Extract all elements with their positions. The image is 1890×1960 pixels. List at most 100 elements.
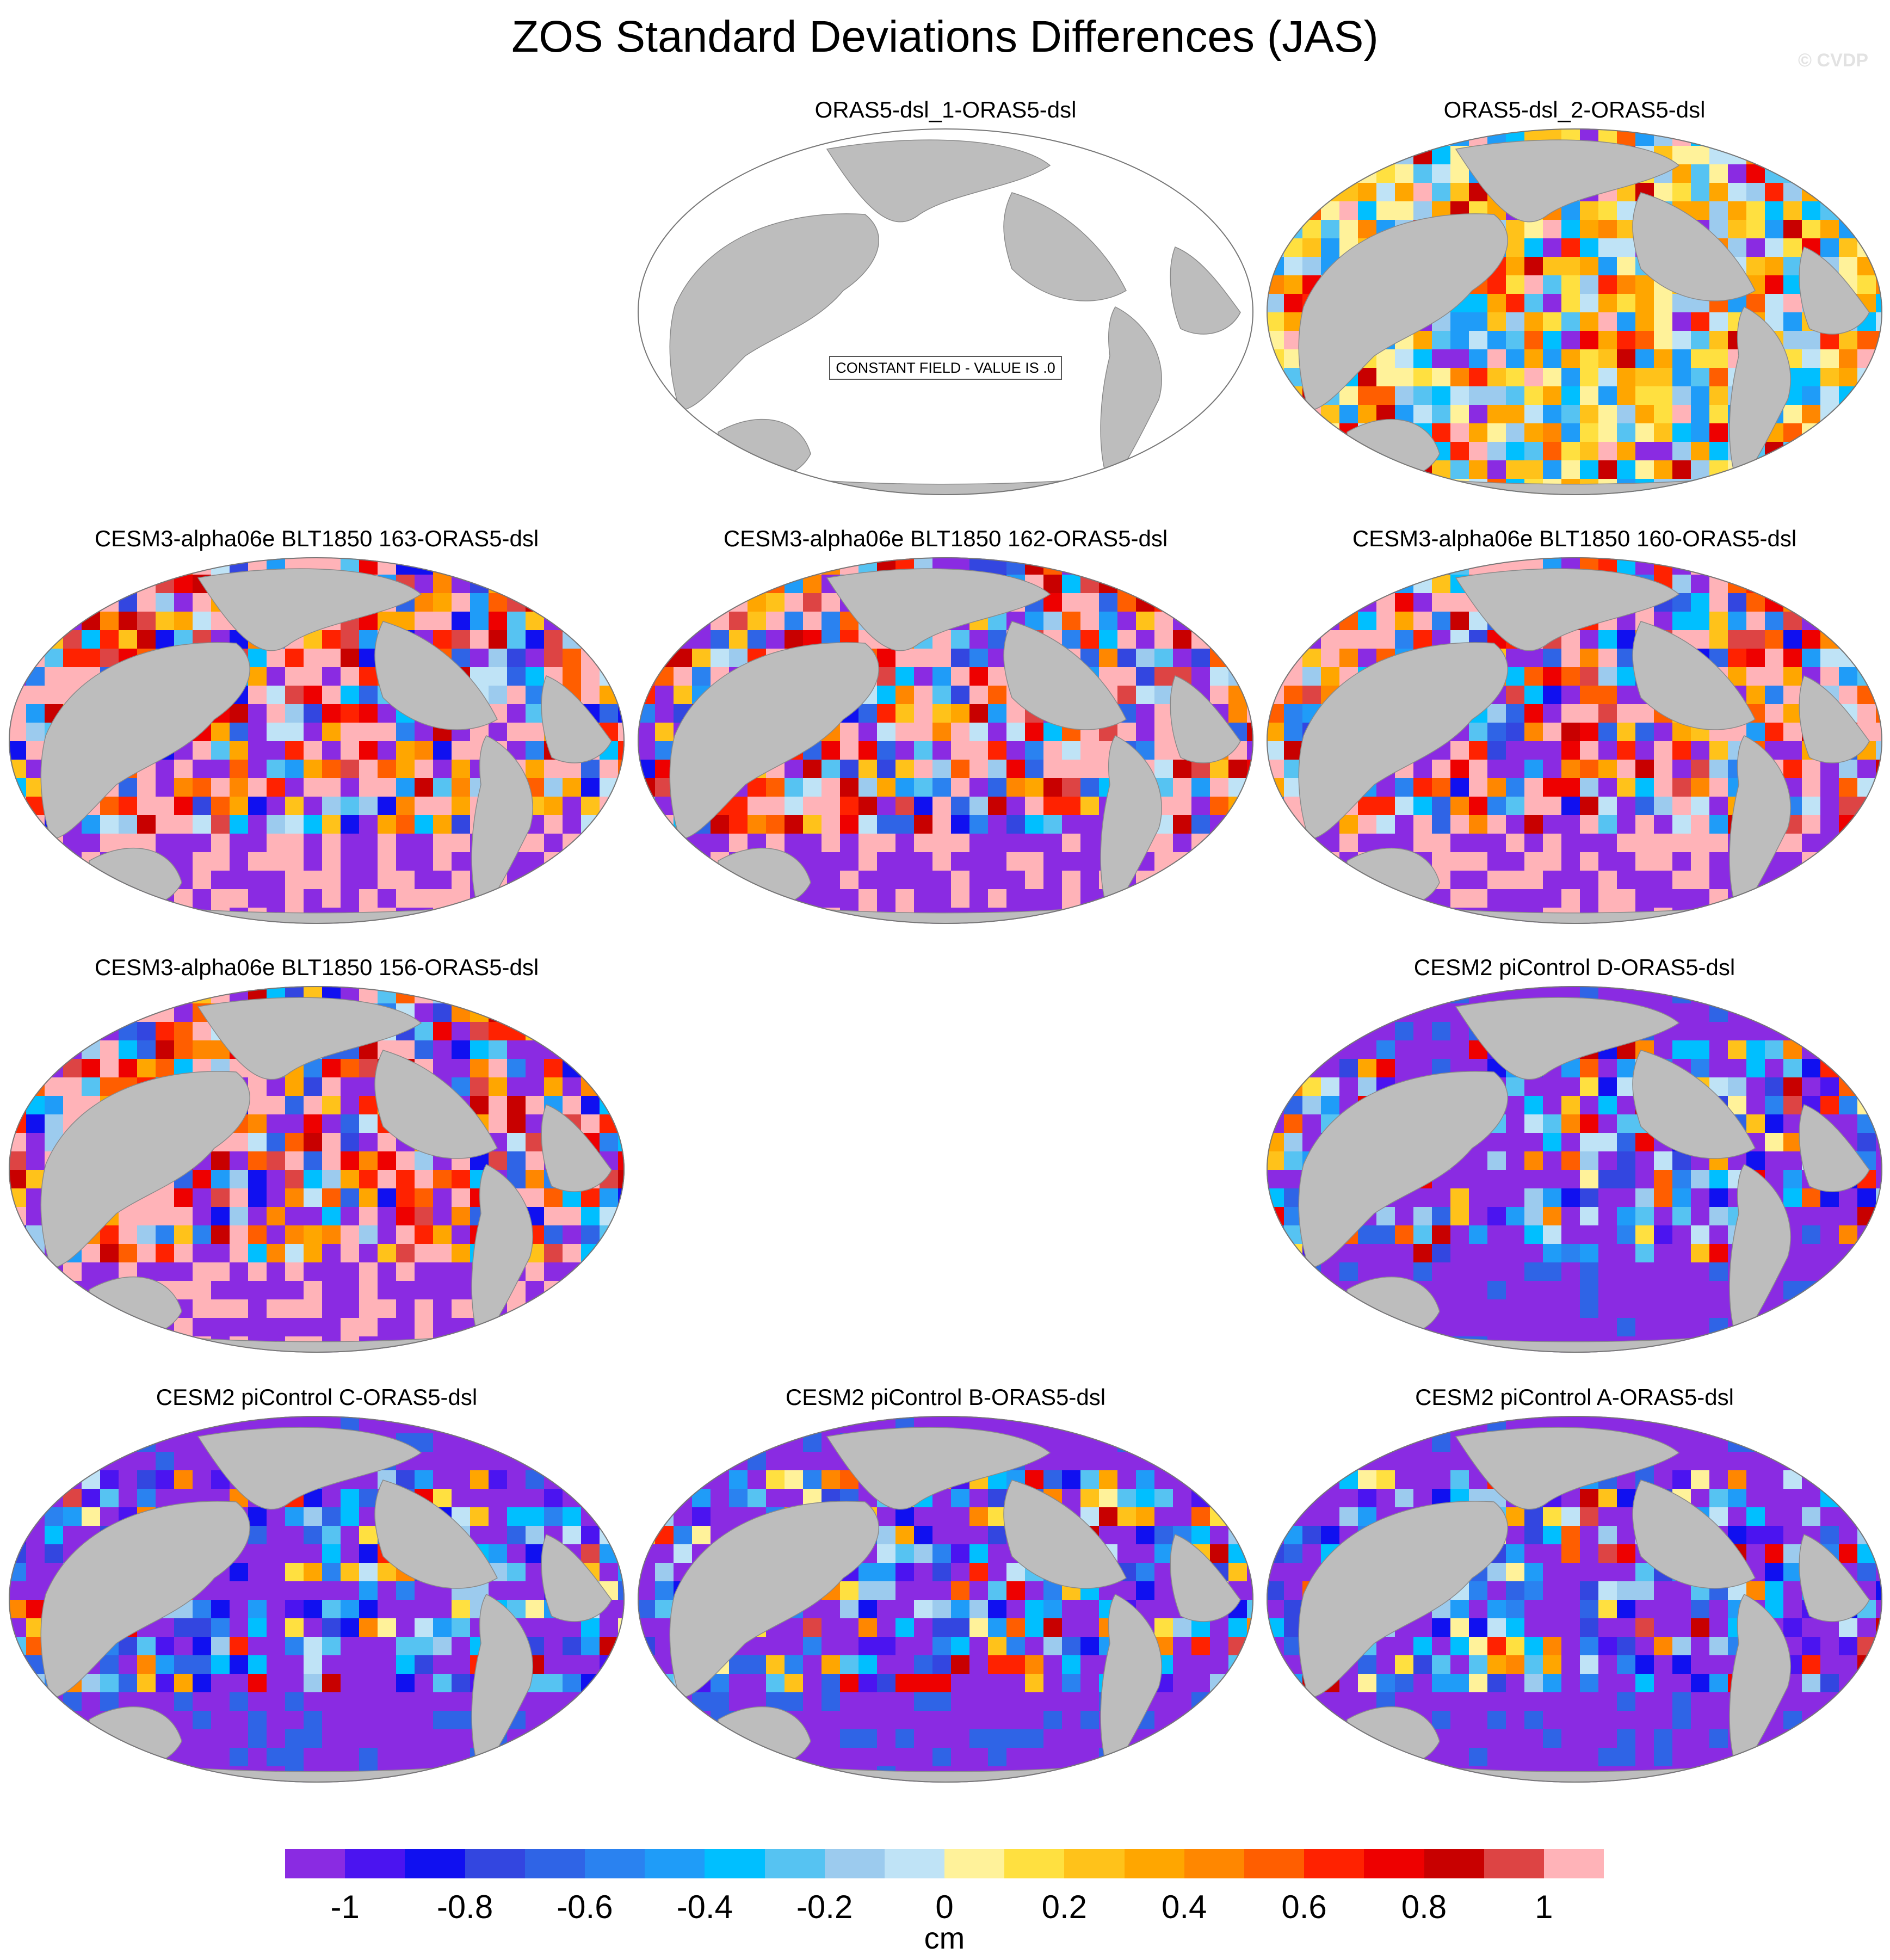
field-cell <box>1783 1262 1802 1281</box>
field-cell <box>1839 630 1858 649</box>
field-cell <box>1450 442 1469 461</box>
field-cell <box>1524 1262 1543 1281</box>
field-cell <box>1765 220 1784 239</box>
field-cell <box>1506 889 1525 908</box>
field-cell <box>322 1637 341 1656</box>
field-cell <box>1580 686 1599 705</box>
field-cell <box>1672 1299 1691 1318</box>
field-cell <box>1376 1336 1395 1353</box>
field-cell <box>100 1262 119 1281</box>
field-cell <box>914 686 933 705</box>
field-cell <box>674 852 693 871</box>
field-cell <box>638 760 656 779</box>
field-cell <box>1876 1299 1882 1318</box>
field-cell <box>433 1059 452 1078</box>
field-cell <box>267 889 286 908</box>
field-cell <box>26 889 45 908</box>
field-cell <box>341 649 360 668</box>
field-cell <box>415 1637 434 1656</box>
field-cell <box>489 1003 508 1022</box>
field-cell <box>1524 460 1543 479</box>
field-cell <box>1267 612 1284 631</box>
field-cell <box>174 760 193 779</box>
field-cell <box>1857 815 1876 834</box>
field-cell <box>1598 386 1617 405</box>
field-cell <box>1025 778 1044 797</box>
field-cell <box>1691 460 1710 479</box>
field-cell <box>1321 1096 1340 1115</box>
field-cell <box>1672 146 1691 165</box>
field-cell <box>711 834 730 853</box>
field-cell <box>638 557 656 575</box>
field-cell <box>1765 630 1784 649</box>
field-cell <box>1543 760 1562 779</box>
field-cell <box>322 1207 341 1226</box>
field-cell <box>1839 667 1858 686</box>
field-cell <box>803 834 822 853</box>
field-cell <box>1561 294 1580 313</box>
field-cell <box>1413 557 1432 575</box>
field-cell <box>1691 871 1710 890</box>
field-cell <box>729 612 748 631</box>
field-cell <box>1746 630 1765 649</box>
field-cell <box>230 723 249 742</box>
field-cell <box>1857 1114 1876 1133</box>
field-cell <box>1043 1433 1063 1452</box>
field-cell <box>396 1581 415 1600</box>
field-cell <box>1506 331 1525 350</box>
field-cell <box>969 760 989 779</box>
field-cell <box>1839 1207 1858 1226</box>
field-cell <box>1432 368 1451 387</box>
field-cell <box>341 1711 360 1730</box>
field-cell <box>1691 1318 1710 1337</box>
field-cell <box>137 630 156 649</box>
field-cell <box>526 1489 545 1508</box>
field-cell <box>415 575 434 594</box>
field-cell <box>1617 349 1636 368</box>
field-cell <box>1524 405 1543 424</box>
field-cell <box>1321 834 1340 853</box>
field-cell <box>9 1729 27 1748</box>
field-cell <box>1635 442 1654 461</box>
field-cell <box>766 908 785 924</box>
field-cell <box>1228 852 1247 871</box>
field-cell <box>1339 479 1358 495</box>
field-cell <box>45 1281 64 1300</box>
field-cell <box>248 1674 267 1693</box>
field-cell <box>1820 649 1839 668</box>
field-cell <box>1857 128 1876 146</box>
field-cell <box>9 1563 27 1582</box>
field-cell <box>1025 723 1044 742</box>
field-cell <box>1820 1225 1839 1244</box>
field-cell <box>396 889 415 908</box>
field-cell <box>1691 164 1710 183</box>
field-cell <box>858 778 878 797</box>
field-cell <box>1580 423 1599 442</box>
field-cell <box>1524 312 1543 331</box>
field-cell <box>489 612 508 631</box>
field-cell <box>1376 630 1395 649</box>
field-cell <box>156 908 175 924</box>
field-cell <box>729 815 748 834</box>
field-cell <box>1006 889 1026 908</box>
field-cell <box>378 1600 397 1619</box>
field-cell <box>100 1416 119 1434</box>
field-cell <box>82 815 101 834</box>
field-cell <box>415 986 434 1004</box>
field-cell <box>1876 1244 1882 1263</box>
field-cell <box>1765 986 1784 1004</box>
field-cell <box>1654 405 1673 424</box>
field-cell <box>248 1729 267 1748</box>
field-cell <box>951 834 970 853</box>
field-cell <box>1820 1022 1839 1041</box>
field-cell <box>951 778 970 797</box>
field-cell <box>230 741 249 760</box>
field-cell <box>618 1059 625 1078</box>
field-cell <box>581 1096 600 1115</box>
field-cell <box>526 1433 545 1452</box>
field-cell <box>396 1692 415 1711</box>
field-cell <box>1302 257 1321 276</box>
field-cell <box>618 1711 625 1730</box>
map-outline <box>1267 986 1882 1353</box>
field-cell <box>378 741 397 760</box>
